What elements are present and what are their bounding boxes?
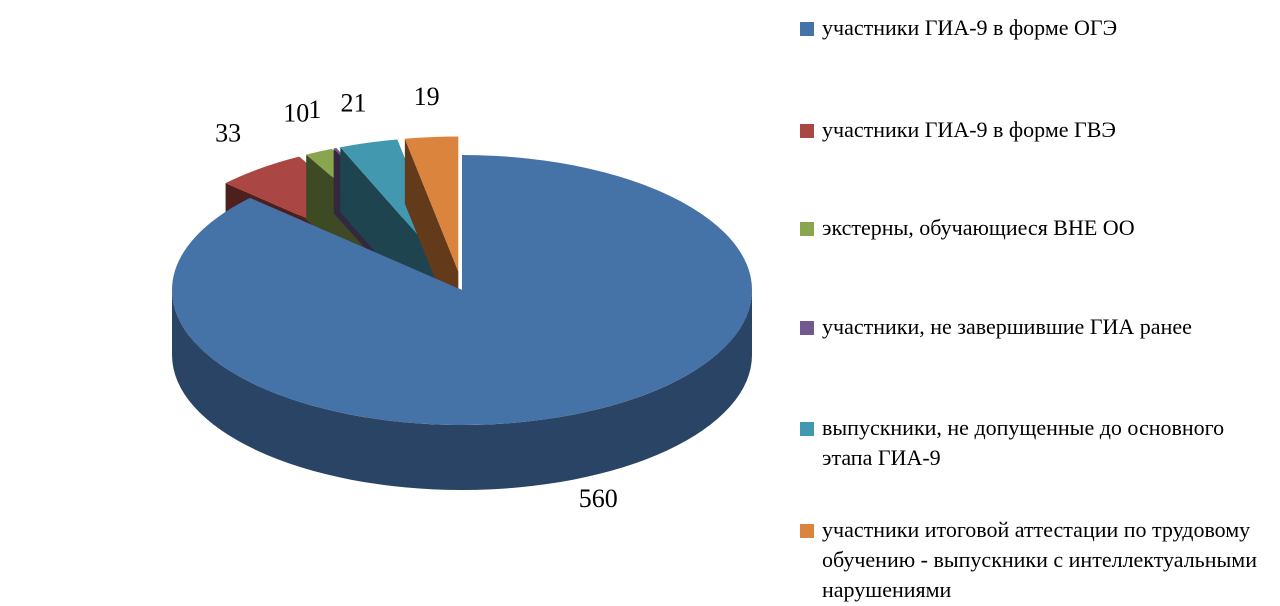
legend-item: участники, не завершившие ГИА ранее	[800, 312, 1270, 342]
data-label: 1	[308, 95, 321, 124]
legend-label: экстерны, обучающиеся ВНЕ ОО	[822, 215, 1135, 240]
data-label: 33	[215, 118, 241, 147]
slice	[172, 154, 753, 490]
data-label: 21	[341, 88, 367, 117]
legend: участники ГИА-9 в форме ОГЭ участники ГИА…	[800, 0, 1270, 606]
legend-item: участники итоговой аттестации по трудово…	[800, 515, 1270, 605]
legend-swatch	[800, 321, 814, 335]
legend-label: участники, не завершившие ГИА ранее	[822, 314, 1192, 339]
legend-item: экстерны, обучающиеся ВНЕ ОО	[800, 213, 1270, 243]
slice	[404, 136, 459, 272]
legend-swatch	[800, 222, 814, 236]
data-label: 19	[414, 82, 440, 111]
data-label: 560	[579, 484, 618, 513]
legend-swatch	[800, 422, 814, 436]
legend-label: участники ГИА-9 в форме ГВЭ	[822, 117, 1116, 142]
legend-item: участники ГИА-9 в форме ГВЭ	[800, 115, 1270, 145]
legend-label: участники итоговой аттестации по трудово…	[822, 517, 1257, 602]
legend-item: выпускники, не допущенные до основного э…	[800, 413, 1270, 473]
slice	[172, 154, 753, 425]
legend-swatch	[800, 22, 814, 36]
pie-plot: 560 33 10 1 21 19	[172, 82, 753, 513]
data-label: 10	[283, 99, 309, 128]
legend-label: участники ГИА-9 в форме ОГЭ	[822, 15, 1118, 40]
legend-item: участники ГИА-9 в форме ОГЭ	[800, 13, 1270, 43]
legend-label: выпускники, не допущенные до основного э…	[822, 415, 1225, 470]
legend-swatch	[800, 124, 814, 138]
slice-wall	[172, 290, 752, 490]
legend-swatch	[800, 524, 814, 538]
